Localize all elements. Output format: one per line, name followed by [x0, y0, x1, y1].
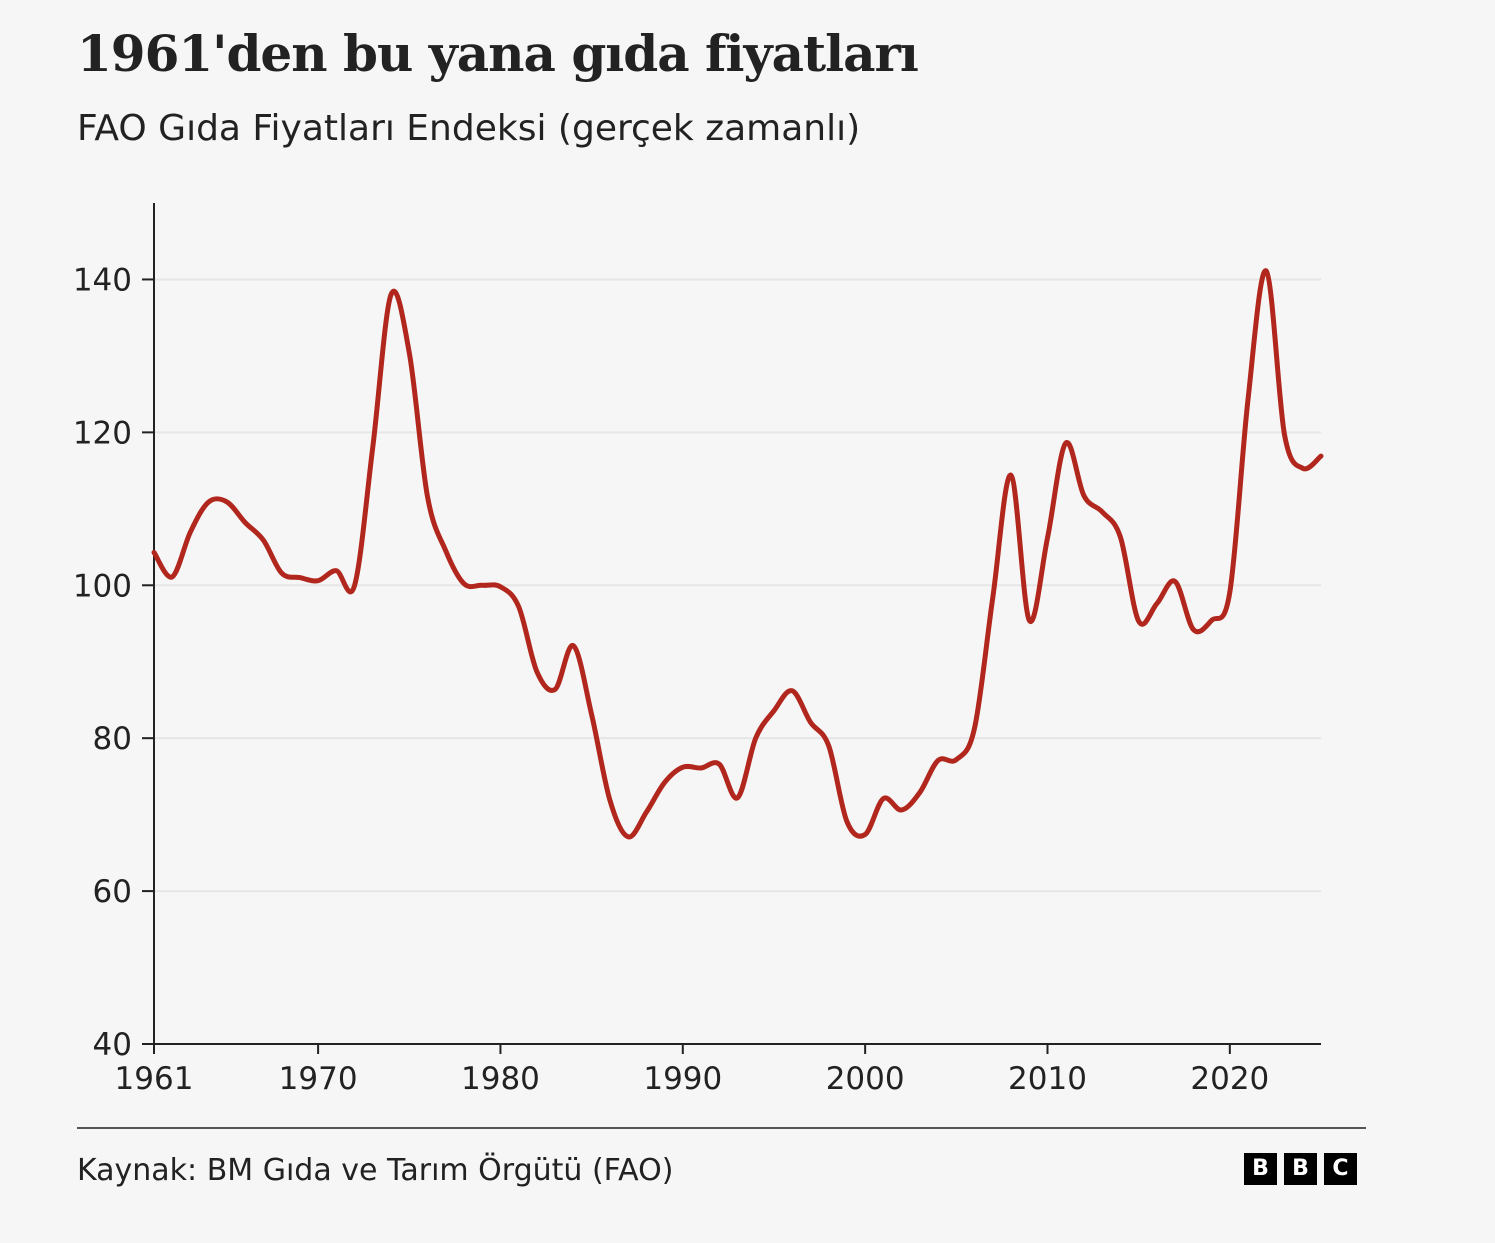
- x-tick-label: 1980: [461, 1061, 540, 1097]
- x-tick-label: 2000: [826, 1061, 905, 1097]
- bbc-logo-letter: B: [1284, 1153, 1317, 1185]
- chart-title: 1961'den bu yana gıda fiyatları: [77, 24, 919, 83]
- series-line: [151, 268, 1324, 840]
- x-tick-label: 2010: [1008, 1061, 1087, 1097]
- y-tick-label: 120: [73, 415, 132, 451]
- chart-subtitle: FAO Gıda Fiyatları Endeksi (gerçek zaman…: [77, 108, 861, 149]
- x-tick-label: 2020: [1190, 1061, 1269, 1097]
- bbc-logo: B B C: [1244, 1153, 1357, 1185]
- x-tick-label: 1990: [643, 1061, 722, 1097]
- series-layer: [151, 268, 1324, 840]
- x-tick-label: 1961: [115, 1061, 194, 1097]
- bbc-logo-letter: B: [1244, 1153, 1277, 1185]
- x-axis-ticks: 1961 1970 1980 1990 2000 2010 2020: [115, 1044, 1269, 1097]
- bbc-logo-letter: C: [1324, 1153, 1357, 1185]
- y-tick-label: 60: [93, 874, 132, 910]
- y-tick-label: 100: [73, 568, 132, 604]
- gridlines: [154, 278, 1321, 893]
- footer-divider: [77, 1127, 1366, 1129]
- y-tick-label: 40: [93, 1027, 132, 1063]
- line-chart: 40 60 80 100 120 140 1961 1970 1980 1990 2000 2010…: [73, 203, 1324, 1097]
- axes: [153, 203, 1321, 1045]
- source-note: Kaynak: BM Gıda ve Tarım Örgütü (FAO): [77, 1153, 674, 1188]
- x-tick-label: 1970: [279, 1061, 358, 1097]
- y-tick-label: 80: [93, 721, 132, 757]
- y-axis-ticks: 40 60 80 100 120 140: [73, 262, 154, 1063]
- y-tick-label: 140: [73, 262, 132, 298]
